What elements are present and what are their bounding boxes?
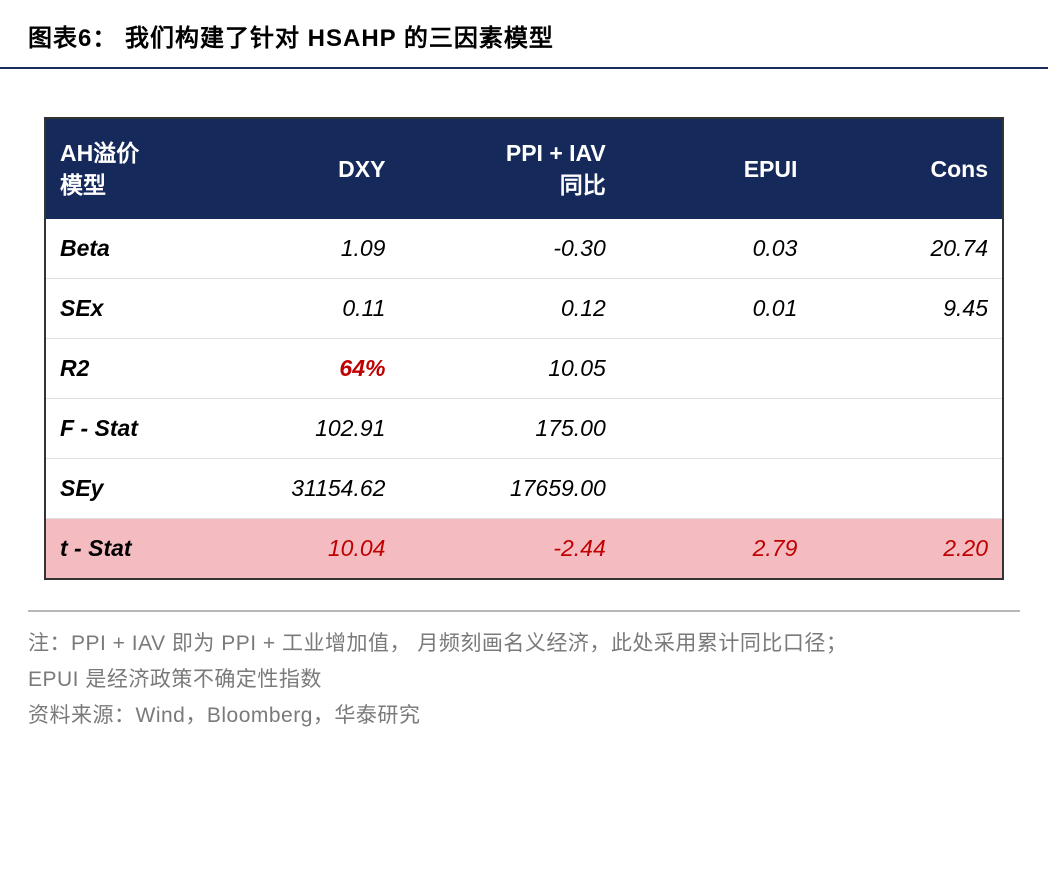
col-header-cons: Cons <box>811 118 1003 219</box>
cell: 102.91 <box>217 399 399 459</box>
cell: 0.12 <box>399 279 619 339</box>
cell: 2.79 <box>620 519 812 580</box>
regression-table: AH溢价 模型 DXY PPI + IAV 同比 EPUI Cons Beta … <box>44 117 1004 580</box>
row-label: R2 <box>45 339 217 399</box>
cell: 175.00 <box>399 399 619 459</box>
row-label: Beta <box>45 219 217 279</box>
footer-note-3: 资料来源：Wind，Bloomberg，华泰研究 <box>28 698 1020 734</box>
cell: 9.45 <box>811 279 1003 339</box>
cell: 10.04 <box>217 519 399 580</box>
cell: 10.05 <box>399 339 619 399</box>
cell: 0.11 <box>217 279 399 339</box>
cell <box>811 339 1003 399</box>
cell <box>620 399 812 459</box>
footer: 注：PPI + IAV 即为 PPI + 工业增加值， 月频刻画名义经济，此处采… <box>0 610 1048 733</box>
col-header-dxy: DXY <box>217 118 399 219</box>
cell <box>811 459 1003 519</box>
table-row-highlight: t - Stat 10.04 -2.44 2.79 2.20 <box>45 519 1003 580</box>
table-row: F - Stat 102.91 175.00 <box>45 399 1003 459</box>
cell: 2.20 <box>811 519 1003 580</box>
cell: 20.74 <box>811 219 1003 279</box>
table-row: SEy 31154.62 17659.00 <box>45 459 1003 519</box>
table-row: R2 64% 10.05 <box>45 339 1003 399</box>
cell: 1.09 <box>217 219 399 279</box>
footer-note-1: 注：PPI + IAV 即为 PPI + 工业增加值， 月频刻画名义经济，此处采… <box>28 626 1020 662</box>
title-bar: 图表6： 我们构建了针对 HSAHP 的三因素模型 <box>0 0 1048 69</box>
cell: 31154.62 <box>217 459 399 519</box>
footer-divider <box>28 610 1020 612</box>
table-header-row: AH溢价 模型 DXY PPI + IAV 同比 EPUI Cons <box>45 118 1003 219</box>
cell: 0.01 <box>620 279 812 339</box>
col-header-model: AH溢价 模型 <box>45 118 217 219</box>
cell <box>620 459 812 519</box>
table-row: SEx 0.11 0.12 0.01 9.45 <box>45 279 1003 339</box>
table-wrapper: AH溢价 模型 DXY PPI + IAV 同比 EPUI Cons Beta … <box>0 69 1048 610</box>
cell-highlight: 64% <box>217 339 399 399</box>
row-label: SEy <box>45 459 217 519</box>
row-label: SEx <box>45 279 217 339</box>
cell <box>811 399 1003 459</box>
col-header-epui: EPUI <box>620 118 812 219</box>
cell: -2.44 <box>399 519 619 580</box>
cell: 0.03 <box>620 219 812 279</box>
cell: 17659.00 <box>399 459 619 519</box>
footer-note-2: EPUI 是经济政策不确定性指数 <box>28 662 1020 698</box>
table-row: Beta 1.09 -0.30 0.03 20.74 <box>45 219 1003 279</box>
figure-container: 图表6： 我们构建了针对 HSAHP 的三因素模型 AH溢价 模型 DXY PP… <box>0 0 1048 872</box>
row-label: t - Stat <box>45 519 217 580</box>
col-header-ppi-iav: PPI + IAV 同比 <box>399 118 619 219</box>
chart-title: 图表6： 我们构建了针对 HSAHP 的三因素模型 <box>28 18 1020 53</box>
row-label: F - Stat <box>45 399 217 459</box>
cell <box>620 339 812 399</box>
cell: -0.30 <box>399 219 619 279</box>
table-body: Beta 1.09 -0.30 0.03 20.74 SEx 0.11 0.12… <box>45 219 1003 579</box>
